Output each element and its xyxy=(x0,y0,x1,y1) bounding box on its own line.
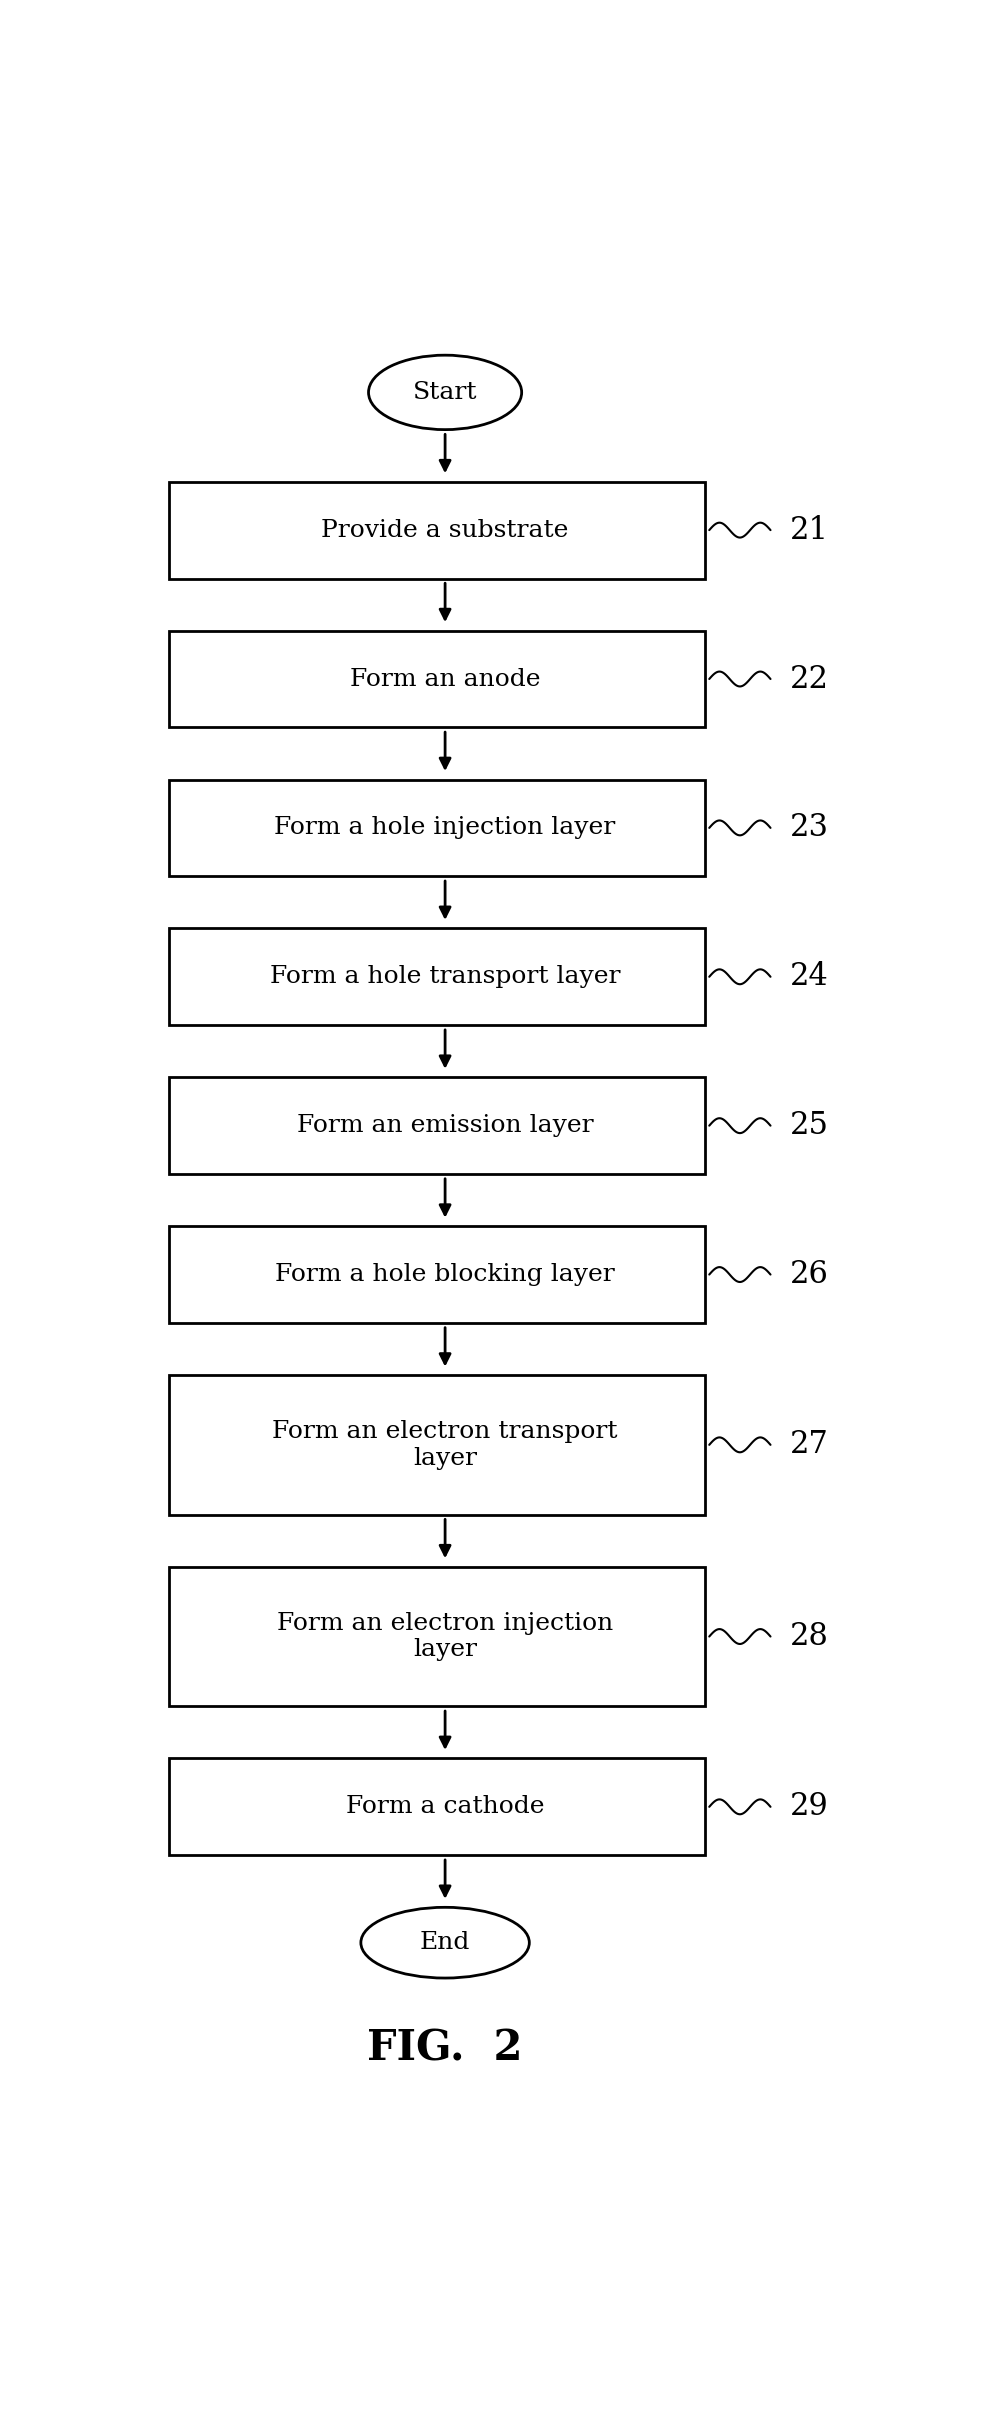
FancyBboxPatch shape xyxy=(170,928,705,1025)
Text: 25: 25 xyxy=(789,1109,829,1141)
Text: Form an emission layer: Form an emission layer xyxy=(296,1114,594,1136)
FancyBboxPatch shape xyxy=(170,1078,705,1175)
Text: End: End xyxy=(420,1931,470,1955)
FancyBboxPatch shape xyxy=(170,1760,705,1856)
Text: Form an electron transport
layer: Form an electron transport layer xyxy=(273,1421,618,1470)
Text: Form a cathode: Form a cathode xyxy=(346,1796,544,1818)
Text: 21: 21 xyxy=(789,515,829,546)
Text: 28: 28 xyxy=(789,1622,829,1653)
Text: Form a hole transport layer: Form a hole transport layer xyxy=(270,964,620,989)
FancyBboxPatch shape xyxy=(170,1375,705,1515)
FancyBboxPatch shape xyxy=(170,481,705,578)
FancyBboxPatch shape xyxy=(170,1225,705,1322)
FancyBboxPatch shape xyxy=(170,781,705,877)
Text: Form a hole blocking layer: Form a hole blocking layer xyxy=(276,1264,615,1286)
Text: 27: 27 xyxy=(789,1428,829,1460)
Ellipse shape xyxy=(361,1907,530,1977)
Text: Form an anode: Form an anode xyxy=(350,667,540,691)
Text: 26: 26 xyxy=(789,1259,829,1291)
Text: Form a hole injection layer: Form a hole injection layer xyxy=(275,817,616,839)
FancyBboxPatch shape xyxy=(170,631,705,728)
Ellipse shape xyxy=(369,355,522,430)
Text: 23: 23 xyxy=(789,812,829,844)
Text: 29: 29 xyxy=(789,1791,828,1822)
FancyBboxPatch shape xyxy=(170,1566,705,1706)
Text: Provide a substrate: Provide a substrate xyxy=(321,520,569,541)
Text: Form an electron injection
layer: Form an electron injection layer xyxy=(277,1612,614,1660)
Text: Start: Start xyxy=(413,382,477,404)
Text: 24: 24 xyxy=(789,962,828,993)
Text: FIG.  2: FIG. 2 xyxy=(368,2028,523,2069)
Text: 22: 22 xyxy=(789,665,829,694)
